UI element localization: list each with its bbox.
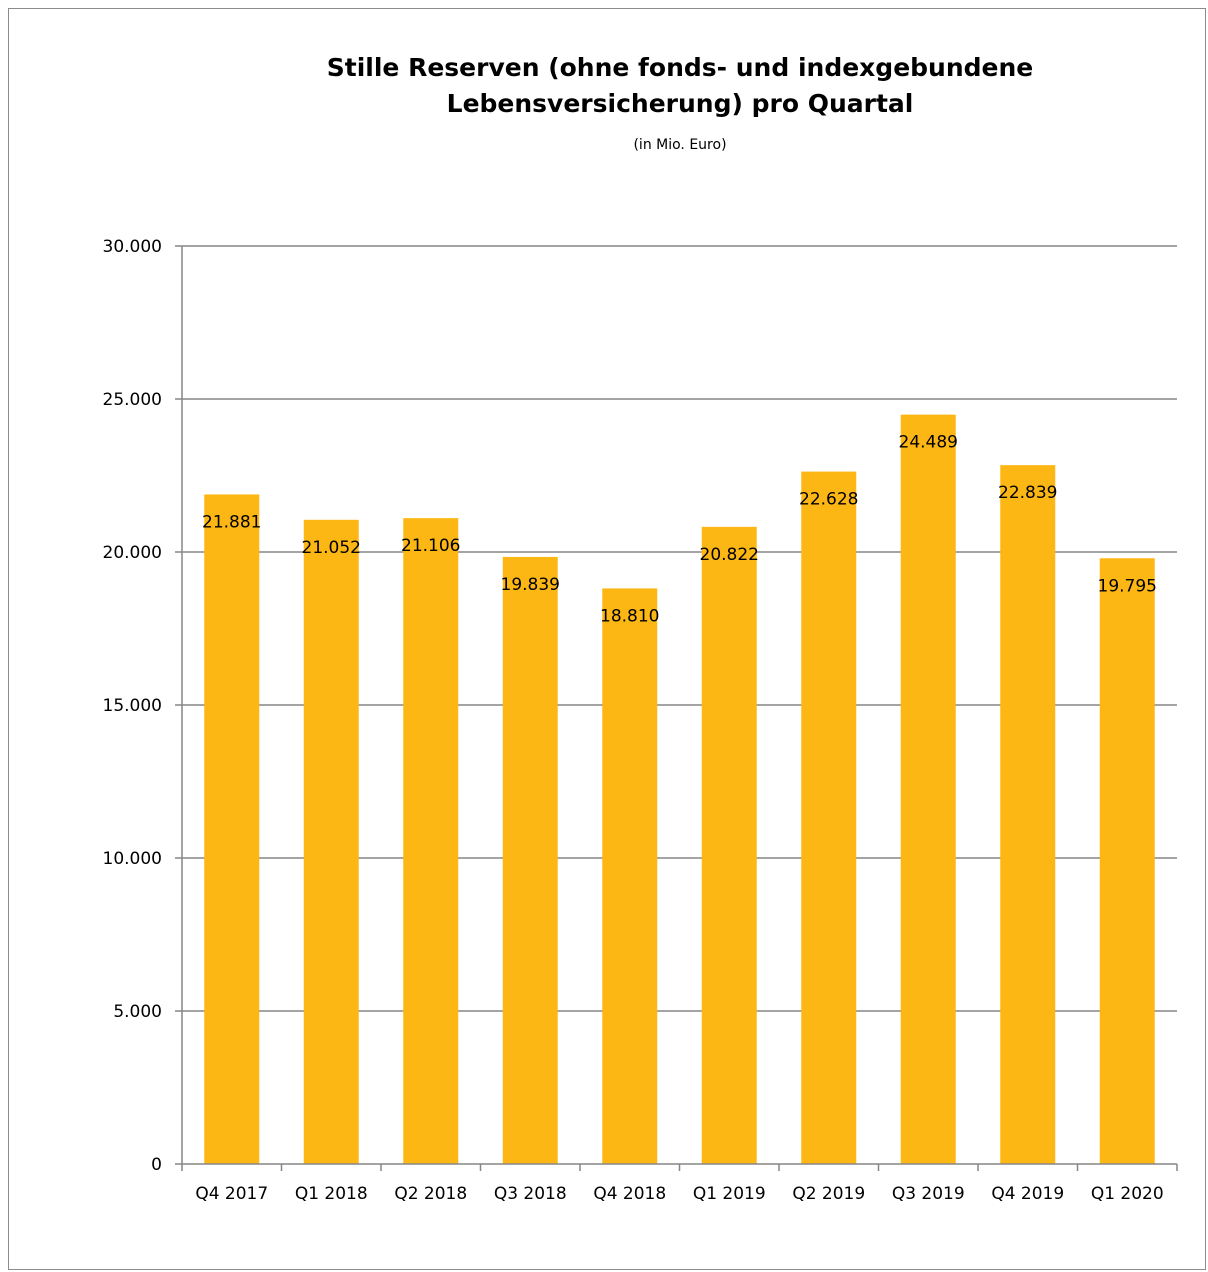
y-tick-label-0: 0: [151, 1155, 162, 1175]
data-label-7: 24.489: [899, 433, 958, 453]
x-tick-label-0: Q4 2017: [195, 1184, 268, 1204]
data-label-8: 22.839: [998, 483, 1057, 503]
data-label-2: 21.106: [401, 536, 460, 556]
data-label-1: 21.052: [302, 538, 361, 558]
x-tick-label-9: Q1 2020: [1091, 1184, 1164, 1204]
data-label-3: 19.839: [501, 575, 560, 595]
x-tick-label-2: Q2 2018: [394, 1184, 467, 1204]
bar-q2-2018: [403, 518, 459, 1164]
bar-q1-2018: [303, 519, 359, 1164]
chart-title-line-2: Lebensversicherung) pro Quartal: [446, 89, 914, 118]
bar-q4-2019: [1000, 465, 1056, 1164]
bars: [204, 414, 1155, 1164]
y-tick-label-2: 10.000: [103, 849, 162, 869]
y-tick-label-1: 5.000: [113, 1002, 162, 1022]
y-tick-label-4: 20.000: [103, 543, 162, 563]
labels: 0 5.000 10.000 15.000 20.000 25.000 30.000 Q4 2…: [103, 237, 1164, 1204]
x-tick-label-1: Q1 2018: [295, 1184, 368, 1204]
bar-q4-2017: [204, 494, 260, 1164]
chart-title: Stille Reserven (ohne fonds- und indexge…: [0, 50, 1208, 122]
y-tick-label-5: 25.000: [103, 390, 162, 410]
x-tick-label-8: Q4 2019: [991, 1184, 1064, 1204]
chart-subtitle: (in Mio. Euro): [633, 137, 727, 153]
bar-q3-2018: [502, 556, 558, 1164]
x-tick-label-4: Q4 2018: [593, 1184, 666, 1204]
data-label-6: 22.628: [799, 490, 858, 510]
x-tick-label-7: Q3 2019: [892, 1184, 965, 1204]
data-label-5: 20.822: [700, 545, 759, 565]
bar-q1-2020: [1099, 558, 1155, 1164]
bar-q4-2018: [602, 588, 658, 1164]
data-label-4: 18.810: [600, 606, 659, 626]
x-tick-label-5: Q1 2019: [693, 1184, 766, 1204]
bar-q1-2019: [701, 526, 757, 1164]
bar-q3-2019: [900, 414, 956, 1164]
axes: [175, 245, 1178, 1171]
y-tick-label-3: 15.000: [103, 696, 162, 716]
data-label-0: 21.881: [202, 512, 261, 532]
data-label-9: 19.795: [1098, 576, 1157, 596]
chart-title-line-1: Stille Reserven (ohne fonds- und indexge…: [326, 53, 1034, 82]
x-tick-label-3: Q3 2018: [494, 1184, 567, 1204]
y-tick-label-6: 30.000: [103, 237, 162, 257]
x-tick-label-6: Q2 2019: [792, 1184, 865, 1204]
bar-q2-2019: [801, 471, 857, 1164]
